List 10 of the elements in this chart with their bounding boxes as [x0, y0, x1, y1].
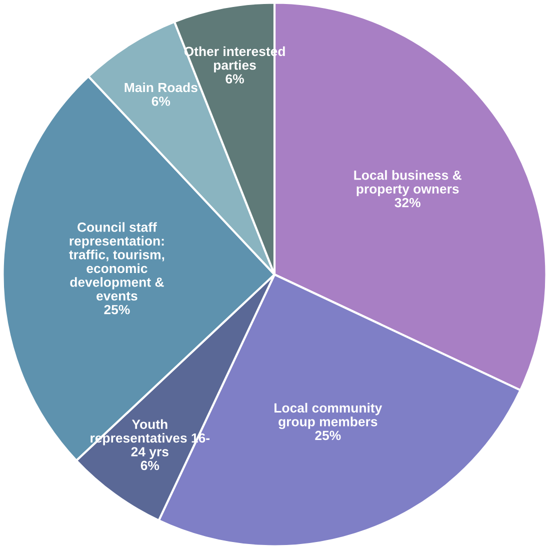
- slice-label: Council staff representation: traffic, tourism, economic development & events: [69, 222, 164, 301]
- data-label: 25%: [315, 430, 341, 440]
- slice-label: Local business & property owners: [354, 170, 462, 196]
- slice-label: Local community group members: [274, 402, 382, 429]
- data-label: 25%: [104, 304, 130, 314]
- slice-label: Main Roads: [124, 82, 198, 92]
- data-label: 6%: [140, 460, 160, 470]
- data-label: 6%: [152, 96, 170, 106]
- data-label: 6%: [226, 74, 244, 84]
- data-label: 32%: [394, 198, 420, 208]
